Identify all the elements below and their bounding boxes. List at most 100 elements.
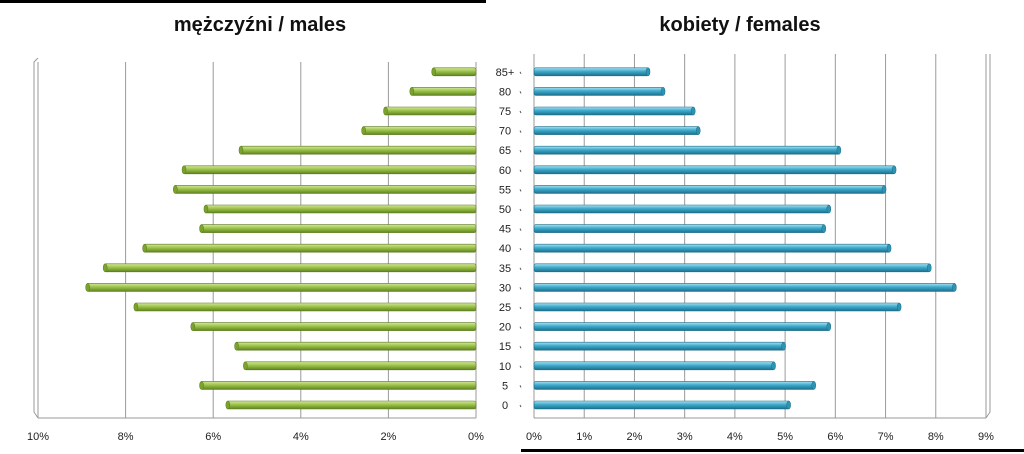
male-bar-cap — [225, 400, 231, 410]
male-bar — [243, 361, 477, 371]
age-group-label: 40 — [499, 243, 511, 255]
female-bar-cap — [821, 224, 827, 233]
female-x-tick-label: 8% — [928, 431, 944, 443]
age-group-label: 50 — [499, 204, 511, 216]
female-bar-cap — [826, 322, 832, 331]
female-bar-cap — [660, 87, 666, 96]
female-bar — [533, 204, 831, 214]
female-bar-cap — [927, 263, 932, 273]
male-bar — [431, 67, 477, 77]
age-tick-mark — [519, 404, 522, 408]
age-group-label: 70 — [499, 126, 511, 138]
female-bar-cap — [771, 361, 776, 371]
age-group-label: 60 — [499, 165, 511, 177]
age-group-label: 20 — [499, 322, 511, 334]
male-left-wall — [33, 57, 39, 419]
female-bar — [533, 283, 957, 292]
male-bar — [182, 165, 477, 175]
chart-title-females: kobiety / females — [659, 14, 821, 36]
age-tick-mark — [519, 247, 522, 251]
male-bar-cap — [383, 106, 388, 116]
female-x-tick-label: 4% — [727, 431, 743, 443]
female-bar-cap — [690, 106, 696, 116]
male-bar — [199, 381, 477, 390]
female-bar-cap — [891, 165, 897, 175]
female-x-tick-label: 0% — [526, 431, 542, 443]
female-bar — [533, 361, 776, 371]
age-group-label: 30 — [499, 282, 511, 294]
age-group-label: 55 — [499, 184, 511, 196]
female-bar-cap — [695, 126, 701, 135]
female-bar — [533, 341, 786, 351]
male-bar-cap — [199, 224, 204, 233]
age-tick-mark — [519, 91, 522, 94]
grid-layer — [33, 54, 991, 419]
age-group-label: 85+ — [496, 67, 515, 79]
age-group-label: 75 — [499, 106, 511, 118]
female-bar — [533, 87, 665, 96]
female-bar — [533, 263, 932, 273]
age-group-label: 0 — [502, 400, 508, 412]
male-bar-cap — [190, 322, 196, 331]
male-bar — [239, 145, 477, 155]
age-tick-mark — [519, 169, 522, 173]
age-tick-mark — [519, 326, 522, 329]
male-bar — [361, 126, 477, 135]
age-tick-mark — [519, 306, 522, 310]
male-bar-cap — [133, 302, 139, 312]
age-tick-mark — [519, 189, 522, 192]
female-bar-cap — [786, 400, 791, 410]
female-bar — [533, 126, 701, 135]
female-bar — [533, 302, 901, 312]
age-group-label: 5 — [502, 380, 508, 392]
female-bar — [533, 165, 896, 175]
male-bar-cap — [243, 361, 248, 371]
top-rule — [0, 0, 486, 3]
female-x-tick-label: 6% — [827, 431, 843, 443]
age-tick-mark — [519, 149, 522, 153]
age-group-label: 15 — [499, 341, 511, 353]
female-x-tick-label: 5% — [777, 431, 793, 443]
male-x-tick-label: 8% — [118, 431, 134, 443]
female-bar-cap — [826, 204, 832, 214]
age-tick-mark — [519, 365, 522, 369]
female-bar — [533, 243, 891, 253]
female-bar — [533, 322, 831, 331]
age-tick-mark — [519, 385, 522, 388]
male-x-tick-label: 6% — [205, 431, 221, 443]
female-bar — [533, 106, 696, 116]
female-x-tick-label: 9% — [978, 431, 994, 443]
age-group-label: 80 — [499, 86, 511, 98]
male-bar — [103, 263, 477, 273]
male-bar — [199, 224, 477, 233]
female-x-tick-label: 1% — [576, 431, 592, 443]
male-bar-cap — [431, 67, 436, 77]
age-tick-mark — [519, 71, 522, 75]
age-tick-mark — [519, 110, 522, 114]
male-bar — [85, 283, 477, 292]
male-bar — [134, 302, 477, 312]
male-bar — [173, 185, 477, 194]
female-bar-cap — [881, 185, 887, 194]
female-bar-cap — [886, 243, 892, 253]
female-bar-cap — [811, 381, 816, 390]
age-group-label: 65 — [499, 145, 511, 157]
male-bar-cap — [361, 126, 366, 135]
age-tick-mark — [519, 208, 522, 212]
male-bar-cap — [142, 243, 147, 253]
bar-layer — [85, 67, 957, 410]
female-bar-cap — [952, 283, 957, 292]
age-group-label: 25 — [499, 302, 511, 314]
label-layer: 10% 8% 6% 4% 2% 0% 0% 1% 2% 3% 4% 5% 6% 7% 8% 9% 0 5 10 15 2… — [27, 67, 994, 443]
female-bar-cap — [836, 145, 842, 155]
female-x-tick-label: 3% — [677, 431, 693, 443]
male-x-tick-label: 10% — [27, 431, 49, 443]
age-tick-mark — [519, 228, 522, 231]
male-bar — [226, 400, 477, 410]
male-x-tick-label: 0% — [468, 431, 484, 443]
male-bar-cap — [181, 165, 187, 175]
female-bar-cap — [896, 302, 902, 312]
male-bar — [142, 243, 477, 253]
male-bar — [191, 322, 477, 331]
